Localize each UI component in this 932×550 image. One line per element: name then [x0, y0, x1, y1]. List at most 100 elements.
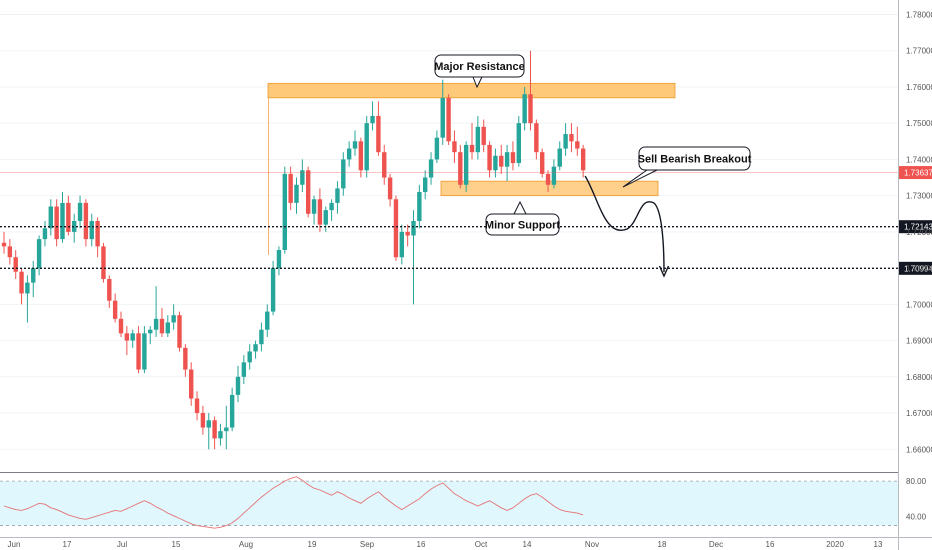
candle-body: [551, 166, 557, 185]
oscillator-tick-label: 40.00: [906, 513, 927, 522]
candle-body: [148, 329, 153, 334]
projection-path: [584, 175, 670, 278]
candles: [1, 50, 586, 450]
candle-body: [101, 246, 106, 279]
oscillator-pane: [0, 476, 898, 529]
price-tick-label: 1.75000: [906, 119, 932, 128]
annotations: Major Resistance Minor Support Sell Bearis…: [434, 54, 752, 236]
candle-body: [311, 199, 317, 214]
price-tick-label: 1.66000: [906, 445, 932, 454]
candle-body: [130, 333, 135, 341]
price-level-label: 1.72143: [904, 223, 932, 232]
candle-body: [370, 115, 375, 124]
candle-body: [95, 221, 100, 247]
time-tick-label: Nov: [585, 540, 599, 549]
candle-body: [417, 192, 422, 222]
sell-bearish-breakout-callout: [638, 146, 751, 171]
candle-body: [446, 97, 451, 142]
candle-body: [183, 347, 188, 370]
time-tick-label: 16: [766, 540, 775, 549]
price-tick-label: 1.72000: [906, 228, 932, 237]
candle-body: [31, 268, 36, 283]
candle-body: [452, 141, 457, 153]
price-tick-label: 1.78000: [906, 10, 932, 19]
candle-body: [276, 249, 282, 269]
time-tick-label: Jul: [117, 540, 127, 549]
candle-body: [7, 246, 13, 258]
candle-body: [352, 141, 358, 149]
price-level-tag: [899, 261, 932, 275]
candle-body: [580, 148, 586, 171]
candle-body: [89, 221, 94, 240]
candle-body: [393, 199, 399, 258]
candle-body: [265, 311, 270, 330]
candle-body: [136, 333, 141, 370]
resistance-zone: [267, 82, 676, 99]
candle-body: [200, 413, 206, 428]
candle-body: [270, 268, 276, 312]
candle-body: [165, 322, 170, 334]
candle-body: [83, 202, 89, 240]
candle-body: [224, 427, 229, 432]
price-tick-label: 1.73000: [906, 192, 932, 201]
current-price-tag: [899, 166, 932, 180]
candle-body: [54, 206, 59, 240]
time-tick-label: Aug: [239, 540, 253, 549]
price-tick-label: 1.71000: [906, 264, 932, 273]
sell-bearish-breakout-callout-pointer: [622, 169, 658, 188]
time-tick-label: Dec: [709, 540, 723, 549]
candle-body: [189, 369, 194, 399]
candle-body: [317, 199, 323, 225]
candle-body: [545, 173, 551, 185]
candle-body: [241, 362, 247, 377]
candle-body: [306, 170, 311, 214]
candle-body: [153, 318, 159, 330]
candle-body: [218, 431, 223, 439]
candle-body: [540, 152, 545, 174]
time-tick-label: 15: [172, 540, 181, 549]
candle-body: [329, 202, 334, 211]
candle-body: [159, 318, 165, 334]
candle-body: [112, 300, 118, 319]
time-tick-label: Jun: [8, 540, 21, 549]
candle-body: [206, 420, 211, 428]
candle-body: [282, 173, 287, 250]
candle-body: [72, 221, 77, 232]
time-tick-label: Sep: [360, 540, 375, 549]
candle-body: [42, 228, 48, 240]
candle-body: [118, 318, 124, 334]
candle-body: [48, 206, 53, 229]
time-tick-label: 14: [523, 540, 532, 549]
candle-body: [288, 173, 293, 203]
oscillator-line: [3, 476, 584, 529]
candle-body: [77, 202, 83, 222]
candle-body: [177, 315, 182, 348]
candle-body: [382, 152, 387, 178]
candle-body: [253, 344, 258, 352]
current-price-label: 1.73637: [904, 169, 932, 178]
candle-body: [504, 152, 510, 167]
candle-body: [516, 123, 521, 164]
candle-body: [528, 94, 533, 124]
price-tick-label: 1.74000: [906, 155, 932, 164]
price-tick-label: 1.67000: [906, 409, 932, 418]
candle-body: [423, 177, 428, 193]
candle-body: [36, 239, 42, 269]
time-tick-label: 16: [417, 540, 426, 549]
candle-body: [405, 231, 410, 236]
candle-body: [469, 144, 475, 153]
candle-body: [510, 152, 516, 164]
major-resistance-callout-pointer: [472, 76, 483, 89]
price-tick-label: 1.76000: [906, 83, 932, 92]
candle-body: [499, 155, 504, 167]
candle-body: [229, 394, 235, 428]
oscillator-band: [0, 481, 898, 526]
candle-body: [534, 123, 539, 153]
candle-body: [60, 202, 65, 240]
projected-path-arrowhead: [658, 265, 670, 278]
candle-body: [124, 333, 130, 341]
price-tick-label: 1.68000: [906, 373, 932, 382]
candle-body: [557, 148, 562, 167]
candle-body: [563, 134, 568, 149]
